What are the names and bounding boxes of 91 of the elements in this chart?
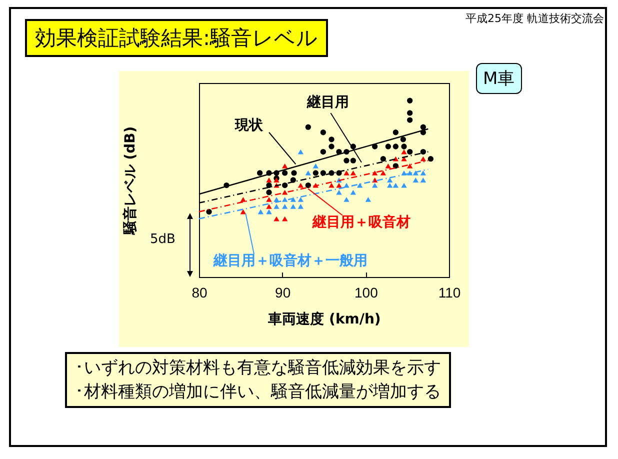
point — [350, 170, 356, 176]
point — [320, 148, 326, 155]
point — [372, 182, 378, 188]
point — [298, 196, 304, 202]
point — [400, 136, 406, 142]
point — [282, 196, 288, 202]
point — [407, 163, 413, 168]
legend-label: 継目用＋吸音材 — [312, 213, 410, 230]
point — [350, 190, 356, 195]
text: ･材料種類の増加に伴い、騒音低減量が増加する — [75, 381, 441, 404]
point — [392, 182, 398, 188]
point — [282, 163, 288, 168]
x-tick-label: 90 — [275, 284, 291, 300]
point — [380, 156, 386, 162]
point — [392, 130, 398, 136]
point — [274, 204, 280, 209]
point — [412, 178, 418, 182]
point — [257, 170, 263, 176]
point — [401, 144, 407, 150]
point — [385, 163, 391, 168]
point — [328, 144, 334, 150]
point — [282, 216, 288, 222]
point — [407, 117, 413, 123]
point — [365, 196, 371, 202]
point — [387, 178, 393, 182]
point — [412, 170, 418, 176]
point — [282, 190, 288, 195]
text: 5dB — [150, 232, 176, 247]
point — [290, 204, 296, 209]
point — [305, 124, 311, 130]
point — [344, 196, 350, 202]
x-tick-label: 80 — [192, 284, 208, 300]
point — [305, 170, 311, 176]
text: M車 — [476, 63, 522, 94]
point — [312, 163, 318, 168]
point — [258, 209, 264, 214]
point — [420, 170, 426, 176]
point — [350, 158, 356, 164]
point — [407, 110, 413, 116]
point — [392, 163, 398, 169]
point — [407, 170, 413, 176]
text: ･いずれの対策材料も有意な騒音低減効果を示す — [75, 357, 441, 380]
point — [298, 182, 304, 188]
point — [240, 209, 246, 214]
text: 継目用＋吸音材＋一般用 — [212, 252, 368, 270]
point — [401, 156, 407, 162]
point — [305, 182, 311, 188]
point — [387, 182, 393, 188]
point — [372, 170, 378, 176]
point — [420, 156, 426, 162]
point — [428, 156, 434, 162]
point — [282, 182, 288, 188]
point — [206, 208, 212, 215]
point — [320, 130, 326, 136]
point — [392, 144, 398, 150]
point — [420, 148, 426, 155]
point — [298, 204, 304, 209]
point — [298, 149, 304, 154]
point — [385, 144, 391, 150]
y-axis-title: 騒音レベル (dB) — [122, 126, 138, 236]
point — [344, 158, 350, 164]
point — [312, 170, 318, 176]
series-label: 継目用 — [306, 94, 350, 110]
point — [266, 196, 272, 202]
point — [266, 209, 272, 214]
point — [380, 170, 386, 176]
x-axis-title: 車両速度 (km/h) — [267, 310, 381, 328]
point — [320, 170, 326, 176]
point — [266, 182, 272, 188]
point — [291, 170, 297, 176]
point — [274, 178, 280, 182]
point — [266, 204, 272, 209]
point — [401, 149, 407, 154]
text: 現状 — [234, 117, 264, 134]
point — [420, 124, 426, 130]
x-tick-label: 100 — [354, 284, 378, 300]
point — [290, 196, 296, 202]
point — [266, 190, 272, 196]
point — [336, 190, 342, 195]
point — [328, 136, 334, 142]
point — [407, 98, 413, 104]
point — [266, 178, 272, 182]
chart-title: 効果検証試験結果:騒音レベル — [25, 19, 328, 57]
point — [420, 178, 426, 182]
point — [282, 170, 288, 176]
point — [407, 148, 413, 155]
text: 平成25年度 軌道技術交流会 — [466, 11, 604, 26]
point — [240, 196, 246, 202]
x-tick-label: 110 — [438, 284, 461, 300]
point — [282, 204, 288, 209]
point — [344, 170, 350, 176]
